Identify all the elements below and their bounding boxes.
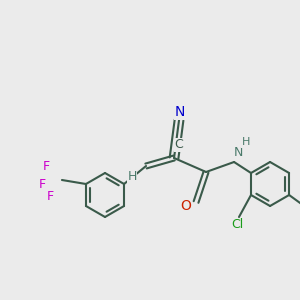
Text: N: N [233,146,243,158]
Text: Cl: Cl [231,218,243,232]
Text: C: C [174,139,183,152]
Text: O: O [181,199,191,213]
Text: F: F [46,190,53,202]
Text: H: H [128,169,137,182]
Text: F: F [38,178,46,190]
Text: H: H [242,137,250,147]
Text: N: N [175,105,185,119]
Text: F: F [42,160,50,172]
